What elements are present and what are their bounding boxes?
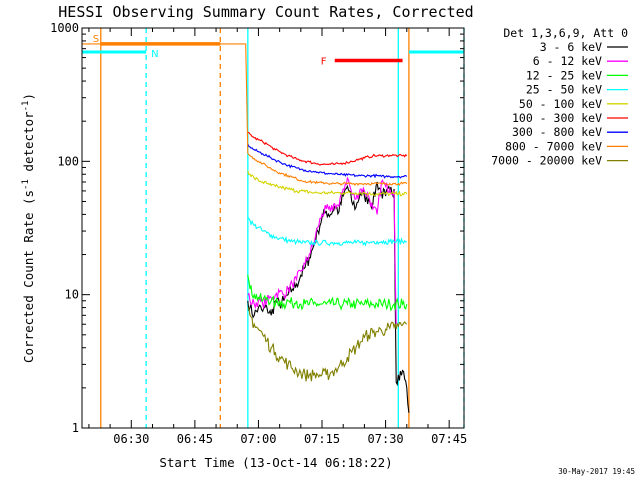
footer-timestamp: 30-May-2017 19:45 [558,467,635,476]
series-layer [82,43,410,413]
y-tick-label: 100 [57,154,79,168]
x-tick-label: 07:30 [368,432,404,446]
series-line [247,170,408,197]
legend-entry-label: 50 - 100 keV [519,97,602,111]
y-axis-label-sup1: -1 [21,179,31,190]
series-line [247,275,408,312]
x-tick-label: 07:00 [240,432,276,446]
chart-title: HESSI Observing Summary Count Rates, Cor… [58,3,473,21]
y-axis-label-end: ) [21,93,36,101]
legend-entry-label: 7000 - 20000 keV [491,154,602,168]
series-line [247,216,407,247]
night-label: N [151,49,158,60]
legend-title: Det 1,3,6,9, Att 0 [503,26,628,40]
annotation-layer: N S F [82,28,465,428]
legend-entry-label: 300 - 800 keV [512,125,602,139]
y-axis-label-sup2: -1 [21,101,31,112]
x-axis-label: Start Time (13-Oct-14 06:18:22) [159,455,392,470]
legend-entry-label: 3 - 6 keV [540,40,602,54]
y-axis-label-mid: detector [21,111,36,179]
series-line [247,131,408,166]
saa-label: S [93,34,99,45]
x-tick-label: 07:45 [431,432,467,446]
y-tick-label: 10 [65,288,79,302]
x-tick-label: 06:30 [113,432,149,446]
legend-entry-label: 800 - 7000 keV [505,139,602,153]
legend-entry-label: 12 - 25 keV [526,68,602,82]
series-line [247,181,410,413]
x-tick-label: 07:15 [304,432,340,446]
legend-entry-label: 6 - 12 keV [533,54,602,68]
y-axis-label: Corrected Count Rate (s-1 detector-1) [21,93,36,363]
flare-label: F [321,57,327,68]
y-tick-label: 1000 [50,21,79,35]
legend-entry-label: 25 - 50 keV [526,83,602,97]
plot-frame [81,27,465,429]
y-axis-label-main: Corrected Count Rate (s [21,190,36,363]
y-tick-label: 1 [72,421,79,435]
x-tick-label: 06:45 [177,432,213,446]
series-line [247,176,397,325]
axes-layer: 06:30 06:45 07:00 07:15 07:30 07:45 1 10 100 1000 [50,21,467,446]
series-line [247,143,408,179]
legend-entry-label: 100 - 300 keV [512,111,602,125]
series-line [247,307,408,382]
series-line [82,43,408,186]
